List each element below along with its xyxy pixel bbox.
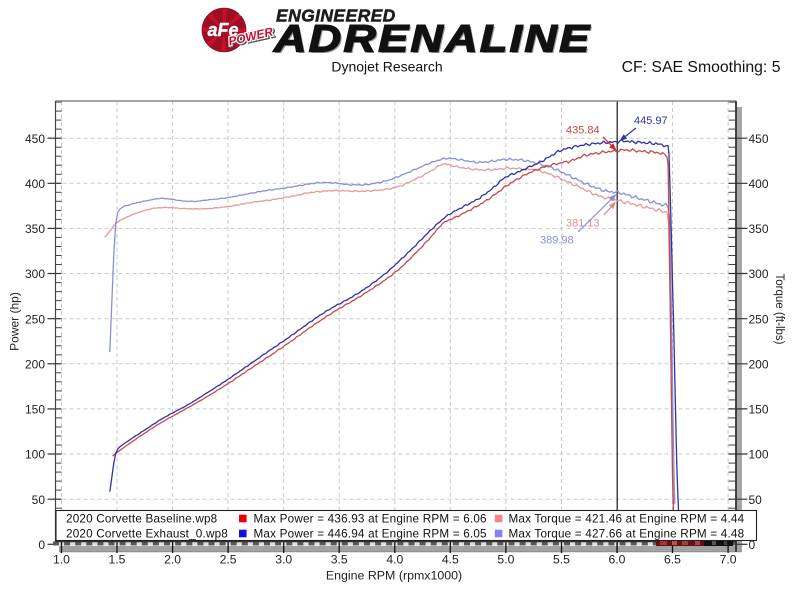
svg-text:250: 250	[25, 312, 45, 326]
svg-text:3.5: 3.5	[331, 553, 348, 567]
svg-text:3.0: 3.0	[275, 553, 292, 567]
svg-text:Max Power = 436.93 at Engine R: Max Power = 436.93 at Engine RPM = 6.06	[254, 513, 487, 526]
svg-text:6.0: 6.0	[609, 553, 626, 567]
svg-text:300: 300	[749, 267, 769, 281]
svg-text:®: ®	[239, 10, 245, 18]
svg-text:150: 150	[25, 403, 45, 417]
svg-text:1.0: 1.0	[53, 553, 70, 567]
svg-text:350: 350	[25, 222, 45, 236]
svg-text:50: 50	[749, 493, 763, 507]
svg-text:5.5: 5.5	[553, 553, 570, 567]
svg-text:Torque (ft-lbs): Torque (ft-lbs)	[773, 274, 785, 345]
svg-text:100: 100	[749, 448, 769, 462]
svg-text:250: 250	[749, 312, 769, 326]
svg-text:445.97: 445.97	[634, 115, 668, 127]
svg-text:ADRENALINE: ADRENALINE	[273, 17, 592, 60]
svg-text:150: 150	[749, 403, 769, 417]
svg-text:ADRENALINE: ADRENALINE	[275, 18, 594, 61]
svg-text:Dynojet Research: Dynojet Research	[331, 59, 442, 75]
svg-text:6.5: 6.5	[664, 553, 681, 567]
svg-text:2020 Corvette Exhaust_0.wp8: 2020 Corvette Exhaust_0.wp8	[66, 528, 228, 541]
svg-text:CF: SAE Smoothing: 5: CF: SAE Smoothing: 5	[622, 59, 781, 76]
svg-text:4.5: 4.5	[442, 553, 459, 567]
svg-text:2.5: 2.5	[220, 553, 237, 567]
svg-text:4.0: 4.0	[386, 553, 403, 567]
svg-text:450: 450	[25, 132, 45, 146]
svg-text:300: 300	[25, 267, 45, 281]
svg-text:435.84: 435.84	[566, 125, 600, 137]
svg-text:50: 50	[32, 493, 46, 507]
svg-text:7.0: 7.0	[720, 553, 737, 567]
svg-text:2020 Corvette Baseline.wp8: 2020 Corvette Baseline.wp8	[66, 513, 217, 526]
svg-text:2.0: 2.0	[164, 553, 181, 567]
svg-text:5.0: 5.0	[497, 553, 514, 567]
svg-text:ENGINEERED: ENGINEERED	[276, 6, 396, 26]
svg-text:1.5: 1.5	[109, 553, 126, 567]
svg-text:Max Power = 446.94 at Engine R: Max Power = 446.94 at Engine RPM = 6.05	[254, 528, 488, 541]
svg-text:400: 400	[25, 177, 45, 191]
svg-text:0: 0	[38, 538, 45, 552]
svg-text:350: 350	[749, 222, 769, 236]
svg-text:Engine RPM (rpmx1000): Engine RPM (rpmx1000)	[326, 569, 462, 583]
svg-text:450: 450	[749, 132, 769, 146]
svg-text:389.98: 389.98	[540, 235, 574, 247]
svg-text:0: 0	[749, 538, 756, 552]
svg-text:Power (hp): Power (hp)	[8, 292, 22, 351]
svg-text:Max Torque = 421.46 at Engine: Max Torque = 421.46 at Engine RPM = 4.44	[509, 513, 745, 526]
svg-text:200: 200	[749, 357, 769, 371]
svg-text:400: 400	[749, 177, 769, 191]
svg-text:200: 200	[25, 357, 45, 371]
svg-text:aFe: aFe	[208, 20, 239, 40]
svg-text:Max Torque = 427.66 at Engine: Max Torque = 427.66 at Engine RPM = 4.48	[509, 528, 745, 541]
svg-text:381.13: 381.13	[566, 218, 600, 230]
svg-text:100: 100	[25, 448, 45, 462]
